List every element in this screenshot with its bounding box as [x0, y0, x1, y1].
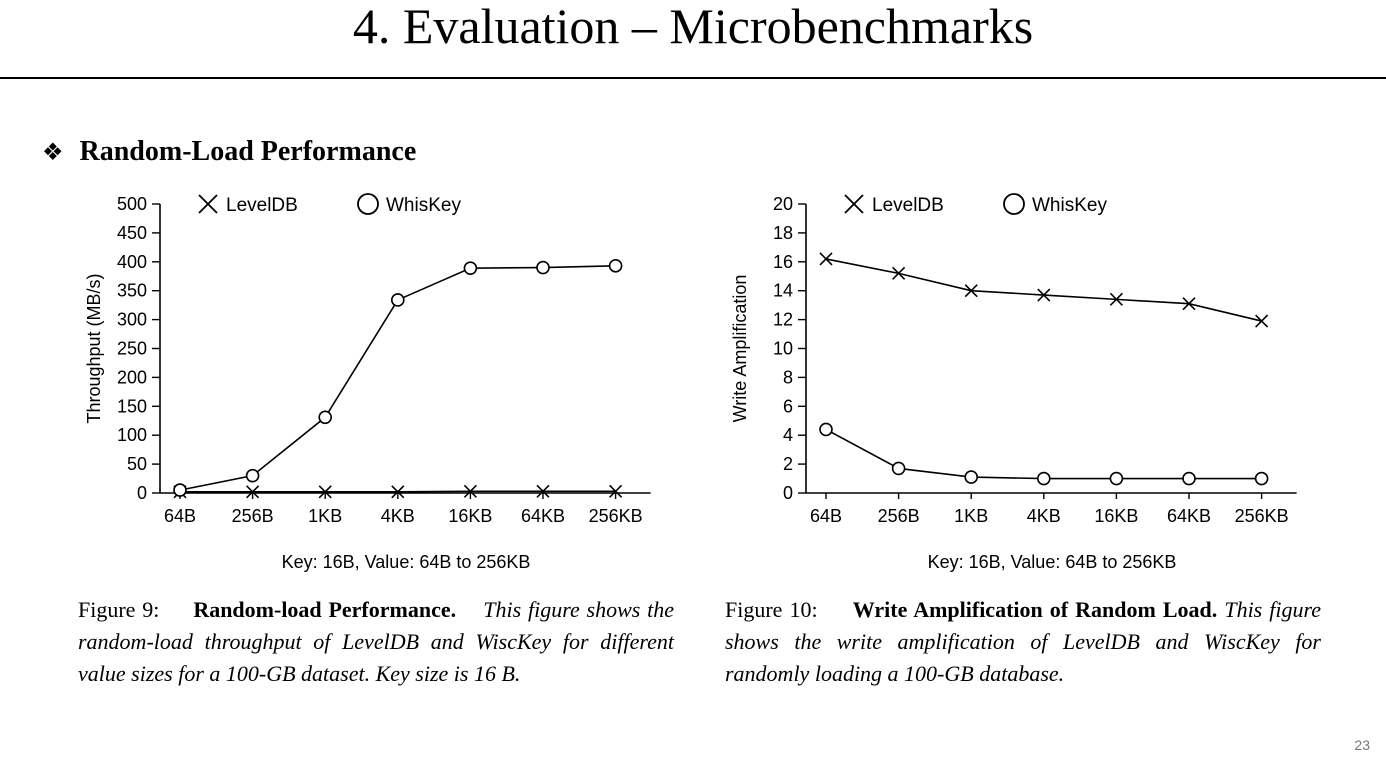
section-heading: ❖ Random-Load Performance [42, 136, 416, 168]
y-tick-label: 16 [773, 252, 793, 272]
y-tick-label: 2 [783, 454, 793, 474]
caption-title: Write Amplification of Random Load. [852, 597, 1218, 622]
caption-label: Figure 9: [78, 597, 160, 622]
legend-leveldb-marker-icon [844, 194, 864, 214]
y-tick-label: 150 [117, 396, 147, 416]
legend-whiskey-marker-icon [1003, 193, 1025, 215]
legend: LevelDB WhisKey [844, 193, 1107, 216]
throughput-chart: 0 50 100 150 200 250 300 350 400 450 500 64B 256B 1KB… [84, 193, 651, 572]
diamond-bullet-icon: ❖ [42, 139, 64, 166]
whiskey-point [390, 293, 405, 307]
x-tick-label: 1KB [954, 506, 988, 526]
title-divider [0, 77, 1386, 79]
write-amplification-chart: 0 2 4 6 8 10 12 14 16 18 20 64B 256B 1KB 4KB 16KB 64KB 25… [730, 193, 1297, 572]
whiskey-point [463, 261, 478, 275]
y-tick-label: 350 [117, 281, 147, 301]
y-tick-label: 450 [117, 223, 147, 243]
whiskey-point [1182, 471, 1196, 486]
figure-10-caption: Figure 10: Write Amplification of Random… [725, 594, 1321, 690]
y-tick-label: 18 [773, 223, 793, 243]
leveldb-point [246, 485, 260, 499]
whiskey-point [1109, 471, 1124, 486]
y-axis-label: Throughput (MB/s) [84, 273, 104, 423]
y-tick-label: 0 [137, 483, 147, 503]
caption-text: This figure shows the random-load throug… [78, 597, 674, 686]
y-tick-label: 0 [783, 483, 793, 503]
series-whiskey [173, 259, 623, 497]
legend-leveldb-marker-icon [198, 194, 218, 214]
series-whiskey [819, 422, 1269, 486]
y-tick-label: 12 [773, 310, 793, 330]
section-heading-text: Random-Load Performance [79, 136, 417, 167]
y-tick-label: 100 [117, 425, 147, 445]
y-tick-label: 10 [773, 339, 793, 359]
x-tick-label: 256B [232, 506, 274, 526]
x-tick-label: 64B [164, 506, 196, 526]
leveldb-point [1109, 292, 1123, 306]
x-tick-label: 256B [878, 506, 920, 526]
series-leveldb [819, 252, 1269, 328]
y-tick-label: 500 [117, 194, 147, 214]
y-tick-label: 400 [117, 252, 147, 272]
leveldb-point [1182, 297, 1196, 311]
legend-whiskey-marker-icon [357, 193, 379, 215]
whiskey-point [1254, 471, 1269, 486]
whiskey-point [245, 468, 260, 483]
y-tick-label: 8 [783, 367, 793, 387]
y-tick-label: 250 [117, 339, 147, 359]
x-tick-label: 256KB [589, 506, 643, 526]
y-tick-label: 14 [773, 281, 793, 301]
x-tick-label: 16KB [448, 506, 492, 526]
series-whiskey-line [825, 428, 1262, 480]
leveldb-point [892, 266, 906, 280]
series-leveldb-line [825, 258, 1262, 322]
leveldb-point [463, 484, 477, 498]
whiskey-point [608, 259, 623, 273]
whiskey-point [173, 483, 187, 497]
leveldb-point [1037, 288, 1051, 302]
y-tick-label: 4 [783, 425, 793, 445]
whiskey-point [964, 470, 979, 484]
whiskey-point [819, 422, 833, 437]
leveldb-point [964, 284, 978, 298]
whiskey-point [536, 260, 550, 275]
leveldb-point [391, 485, 405, 499]
x-tick-label: 64KB [521, 506, 565, 526]
x-tick-label: 64KB [1167, 506, 1211, 526]
y-axis-label: Write Amplification [730, 275, 750, 423]
x-tick-label: 1KB [308, 506, 342, 526]
caption-text: This figure shows the write amplificatio… [725, 597, 1322, 686]
leveldb-point [819, 252, 833, 266]
y-tick-label: 20 [773, 194, 793, 214]
y-tick-label: 50 [127, 454, 147, 474]
x-tick-label: 64B [810, 506, 842, 526]
x-axis-label: Key: 16B, Value: 64B to 256KB [928, 552, 1177, 572]
whiskey-point [318, 410, 333, 425]
leveldb-point [318, 485, 332, 499]
caption-label: Figure 10: [725, 597, 818, 622]
y-tick-label: 6 [783, 396, 793, 416]
leveldb-point [1255, 314, 1269, 328]
legend-leveldb-label: LevelDB [226, 195, 298, 216]
leveldb-point [536, 484, 550, 498]
legend-whiskey-label: WhisKey [386, 195, 461, 216]
figure-9-caption: Figure 9: Random-load Performance. This … [78, 594, 674, 690]
caption-title: Random-load Performance. [193, 597, 457, 622]
x-tick-label: 256KB [1235, 506, 1289, 526]
x-tick-label: 16KB [1094, 506, 1138, 526]
x-axis-label: Key: 16B, Value: 64B to 256KB [282, 552, 531, 572]
y-tick-label: 200 [117, 367, 147, 387]
y-tick-label: 300 [117, 310, 147, 330]
whiskey-point [1036, 471, 1051, 486]
legend: LevelDB WhisKey [198, 193, 461, 216]
slide-title: 4. Evaluation – Microbenchmarks [352, 0, 1034, 54]
x-tick-label: 4KB [381, 506, 415, 526]
legend-leveldb-label: LevelDB [872, 195, 944, 216]
whiskey-point [891, 461, 906, 476]
leveldb-point [609, 484, 623, 498]
legend-whiskey-label: WhisKey [1032, 195, 1107, 216]
page-number: 23 [1354, 737, 1370, 753]
x-tick-label: 4KB [1027, 506, 1061, 526]
